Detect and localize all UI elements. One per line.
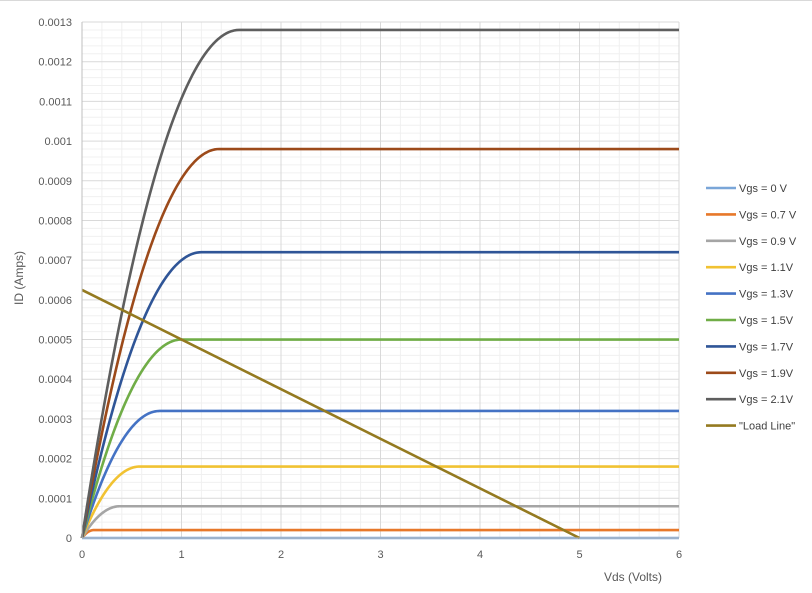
y-tick-label: 0 [66,533,72,545]
x-tick-label: 0 [79,549,85,561]
legend-entry: "Load Line" [739,421,795,433]
series-line-7 [80,147,679,539]
legend-entry: Vgs = 1.9V [739,368,794,380]
legend-entry: Vgs = 0.7 V [739,209,797,221]
x-tick-label: 3 [377,549,383,561]
legend-entry: Vgs = 1.5V [739,315,794,327]
y-tick-label: 0.0008 [38,215,72,227]
y-tick-label: 0.001 [44,136,72,148]
y-tick-label: 0.0013 [38,17,72,29]
y-tick-label: 0.0002 [38,454,72,466]
y-axis-title: ID (Amps) [12,251,26,305]
x-tick-label: 6 [676,549,682,561]
legend-entry: Vgs = 1.1V [739,262,794,274]
legend-entry: Vgs = 0 V [739,183,788,195]
x-axis-title: Vds (Volts) [604,570,662,584]
y-tick-label: 0.0003 [38,414,72,426]
y-tick-label: 0.0005 [38,335,72,347]
y-tick-label: 0.0006 [38,295,72,307]
series-line-2 [80,504,679,539]
y-tick-labels: 0 0.0001 0.0002 0.0003 0.0004 0.0005 0.0006 0.0… [38,17,72,545]
x-tick-label: 1 [178,549,184,561]
series-line-5 [80,338,679,539]
x-tick-label: 5 [576,549,582,561]
y-tick-label: 0.0012 [38,57,72,69]
series-line-9 [81,288,581,540]
series-line-3 [80,465,679,539]
y-tick-label: 0.0004 [38,374,72,386]
y-tick-label: 0.0011 [39,96,72,108]
series-line-4 [80,409,679,539]
y-tick-label: 0.0009 [38,176,72,188]
series-line-8 [80,28,679,539]
y-tick-label: 0.0001 [38,493,72,505]
y-tick-label: 0.0007 [38,255,72,267]
legend-entry: Vgs = 1.7V [739,341,794,353]
major-gridlines [81,21,680,539]
legend-entry: Vgs = 1.3V [739,289,794,301]
legend: Vgs = 0 V Vgs = 0.7 V Vgs = 0.9 V Vgs = 1.1… [706,183,797,433]
x-tick-label: 2 [278,549,284,561]
legend-entry: Vgs = 2.1V [739,394,794,406]
axes-layer [81,22,679,539]
legend-entry: Vgs = 0.9 V [739,236,797,248]
x-tick-labels: 0 1 2 3 4 5 6 [79,549,682,561]
top-border [0,0,812,1]
x-tick-label: 4 [477,549,483,561]
